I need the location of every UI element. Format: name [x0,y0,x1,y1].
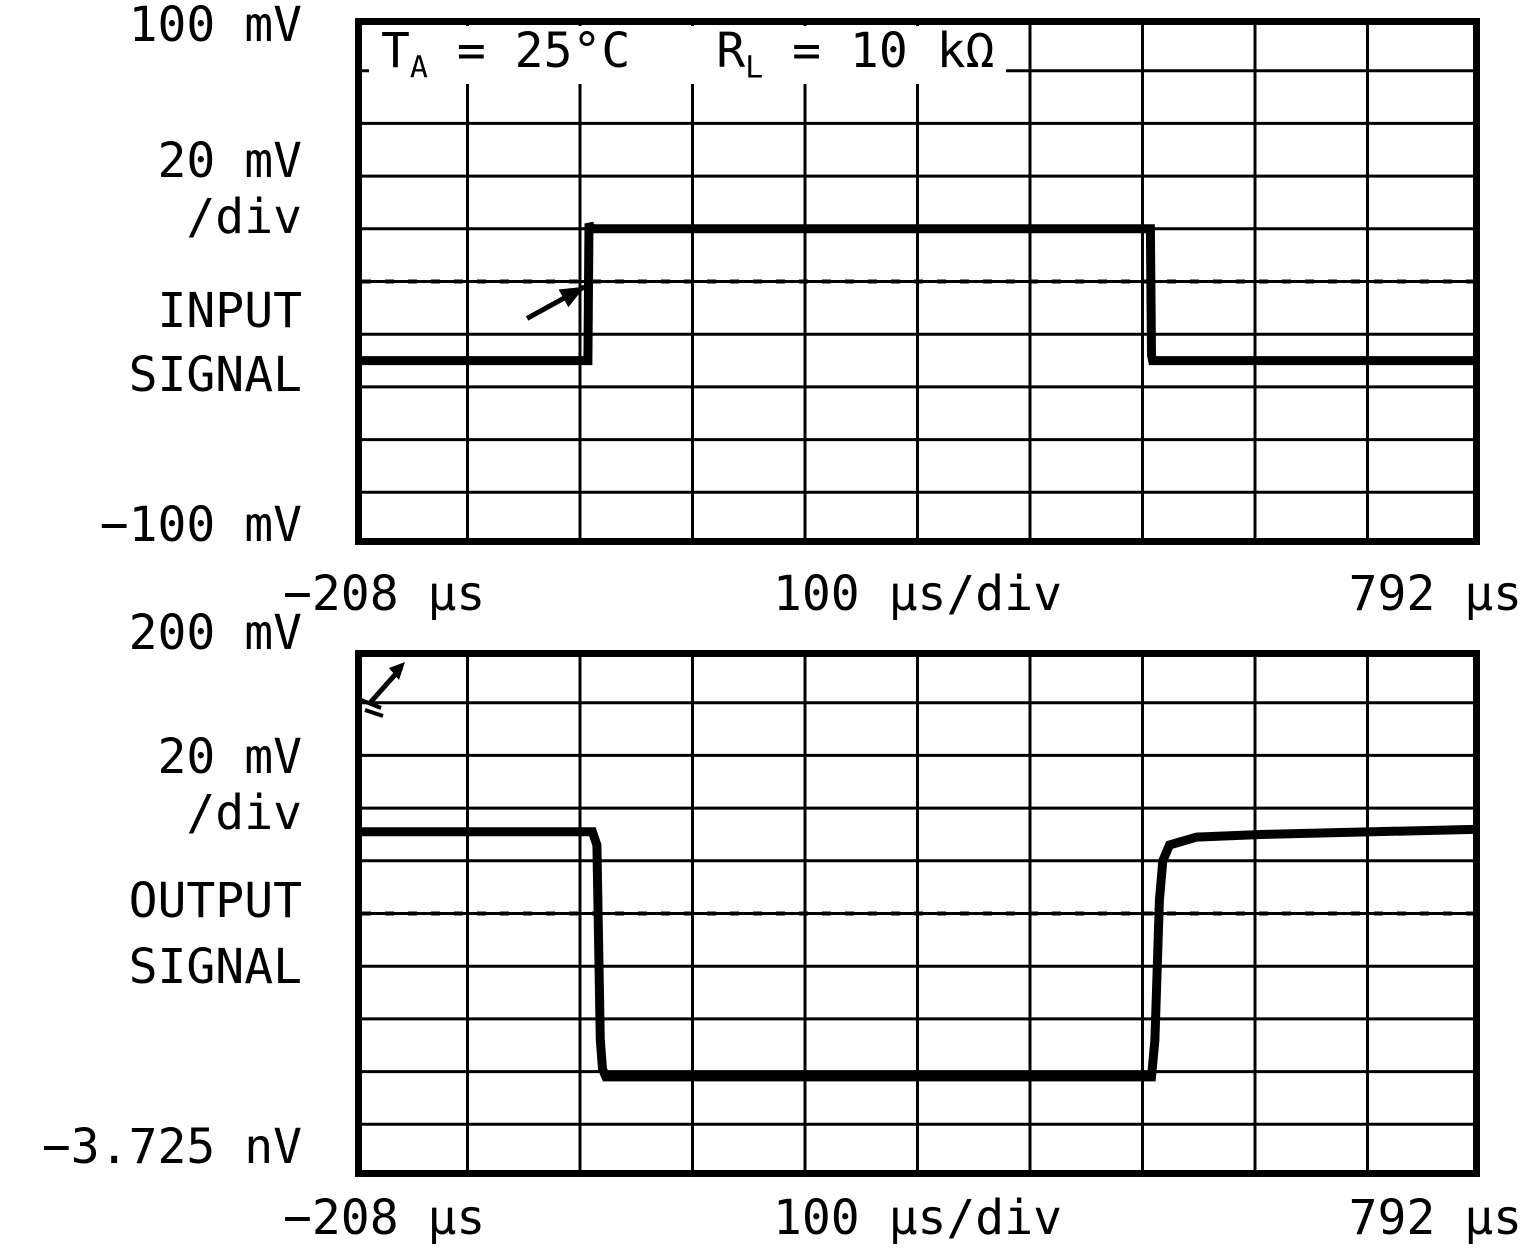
temp-condition: TA = 25°C [381,23,631,86]
output-chart-canvas [355,650,1480,1177]
input-y-max-label: 100 mV [128,0,302,53]
input-x-right-label: 792 μs [1348,566,1522,622]
input-signal-label-2: SIGNAL [128,347,302,403]
output-y-scale-label: 20 mV [157,729,303,785]
plot-border [355,18,1480,545]
input-chart-canvas [355,18,1480,545]
input-waveform [355,221,1480,366]
edge-pointer-arrowhead [558,286,585,308]
input-y-min-label: −100 mV [99,497,302,553]
input-x-left-label: −208 μs [283,566,486,622]
output-signal-plot [355,650,1480,1177]
input-y-scale-unit: /div [186,189,302,245]
output-y-scale-unit: /div [186,785,302,841]
output-y-max-label: 200 mV [128,605,302,661]
output-y-min-label: −3.725 nV [41,1119,302,1175]
output-signal-label-1: OUTPUT [128,873,302,929]
input-signal-label-1: INPUT [157,283,303,339]
output-x-scale-label: 100 μs/div [773,1190,1062,1246]
output-x-left-label: −208 μs [283,1190,486,1246]
output-x-axis: −208 μs 100 μs/div 792 μs [0,1190,1530,1246]
load-condition: RL = 10 kΩ [716,23,995,86]
input-x-axis: −208 μs 100 μs/div 792 μs [0,566,1530,622]
plot-border [355,650,1480,1177]
output-x-right-label: 792 μs [1348,1190,1522,1246]
test-conditions-annotation: TA = 25°C RL = 10 kΩ [369,23,1007,86]
output-signal-label-2: SIGNAL [128,939,302,995]
output-waveform [355,824,1480,1082]
input-x-scale-label: 100 μs/div [773,566,1062,622]
input-signal-plot: TA = 25°C RL = 10 kΩ [355,18,1480,545]
trigger-arrow-icon [360,662,405,718]
input-y-scale-label: 20 mV [157,133,303,189]
